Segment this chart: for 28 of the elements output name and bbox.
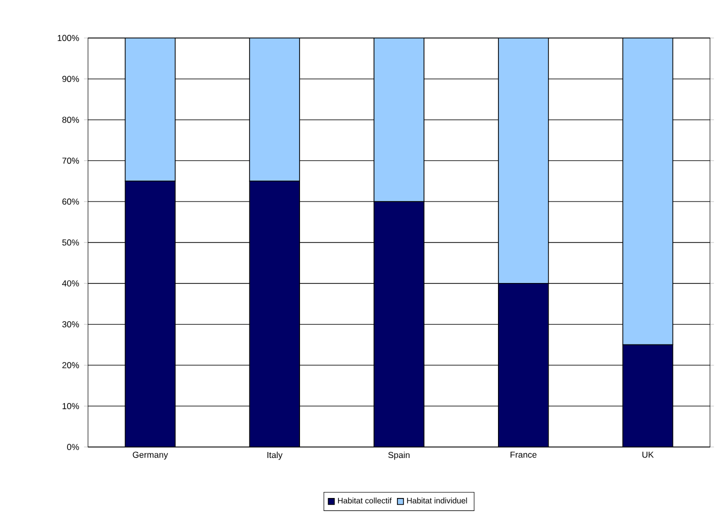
legend-label: Habitat individuel (407, 498, 467, 504)
x-tick-label: France (510, 452, 536, 458)
y-tick-label: 90% (62, 76, 79, 82)
bar (249, 180, 300, 447)
x-tick-label: Italy (267, 452, 283, 460)
bar (374, 38, 424, 202)
y-tick-label: 40% (62, 280, 79, 286)
y-tick-label: 50% (62, 239, 79, 246)
legend-label: Habitat collectif (338, 498, 392, 504)
bar (498, 38, 549, 284)
x-tick-label: Spain (388, 452, 410, 460)
bar (622, 344, 674, 447)
y-tick-label: 80% (62, 116, 79, 123)
x-tick-label: Germany (132, 452, 168, 460)
y-tick-label: 70% (62, 158, 79, 164)
y-tick-label: 20% (62, 362, 79, 368)
bar (124, 38, 176, 182)
bar (498, 282, 549, 447)
y-tick-label: 60% (62, 198, 79, 205)
y-tick-label: 100% (58, 34, 79, 42)
bar (124, 180, 176, 447)
bar (249, 38, 300, 182)
y-tick-label: 0% (67, 444, 79, 450)
bar (374, 201, 424, 447)
bar (622, 38, 674, 346)
y-tick-label: 10% (62, 403, 79, 410)
y-tick-label: 30% (62, 321, 79, 328)
x-tick-label: UK (642, 452, 654, 458)
